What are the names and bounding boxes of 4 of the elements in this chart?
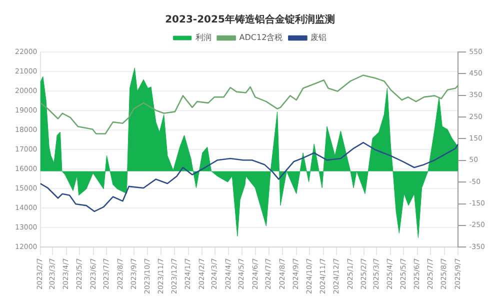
chart-title: 2023-2025年铸造铝合金锭利润监测 <box>165 14 335 26</box>
legend-label: ADC12含税 <box>239 33 283 42</box>
legend-label: 利润 <box>195 33 212 42</box>
legend-label: 废铝 <box>310 33 327 42</box>
